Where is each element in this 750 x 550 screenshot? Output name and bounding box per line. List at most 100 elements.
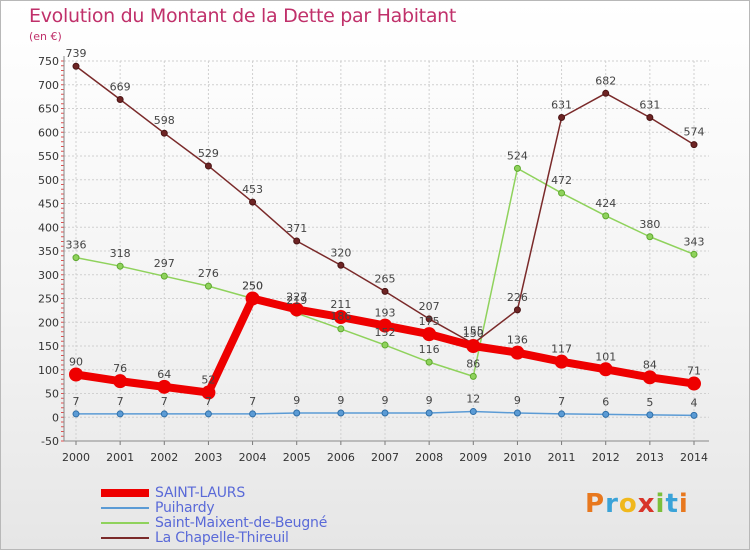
data-point xyxy=(337,409,345,417)
data-point xyxy=(116,262,124,270)
data-point xyxy=(646,411,654,419)
x-tick-label: 2004 xyxy=(239,451,267,464)
y-tick-label: 50 xyxy=(45,388,59,401)
data-label: 101 xyxy=(595,350,616,363)
y-tick-label: 450 xyxy=(38,198,59,211)
data-point xyxy=(598,362,613,377)
data-point xyxy=(513,409,521,417)
series-3 xyxy=(72,62,698,348)
x-tick-label: 2010 xyxy=(503,451,531,464)
series-0 xyxy=(69,291,701,400)
data-point xyxy=(381,409,389,417)
y-tick-label: 200 xyxy=(38,316,59,329)
logo-letter: t xyxy=(665,489,679,519)
data-label: 7 xyxy=(249,395,256,408)
data-label: 7 xyxy=(73,395,80,408)
data-point xyxy=(201,385,216,400)
data-label: 631 xyxy=(639,99,660,112)
data-label: 152 xyxy=(375,326,396,339)
data-point xyxy=(160,410,168,418)
data-point xyxy=(113,374,128,389)
x-tick-label: 2007 xyxy=(371,451,399,464)
x-tick-label: 2014 xyxy=(680,451,708,464)
data-label: 4 xyxy=(691,396,698,409)
data-label: 86 xyxy=(466,357,480,370)
data-point xyxy=(602,89,610,97)
data-label: 117 xyxy=(551,343,572,356)
data-point xyxy=(245,291,260,306)
logo-letter: i xyxy=(655,489,666,519)
data-point xyxy=(333,310,348,325)
data-label: 211 xyxy=(330,298,351,311)
data-point xyxy=(646,233,654,241)
series-1 xyxy=(72,408,698,419)
data-label: 472 xyxy=(551,174,572,187)
x-tick-label: 2009 xyxy=(459,451,487,464)
data-label: 76 xyxy=(113,362,127,375)
x-tick-label: 2008 xyxy=(415,451,443,464)
data-point xyxy=(690,411,698,419)
data-point xyxy=(337,261,345,269)
data-label: 574 xyxy=(684,126,705,139)
x-tick-label: 2013 xyxy=(636,451,664,464)
data-label: 6 xyxy=(602,395,609,408)
data-label: 7 xyxy=(205,395,212,408)
y-tick-label: 400 xyxy=(38,221,59,234)
data-point xyxy=(249,410,257,418)
x-tick-label: 2012 xyxy=(592,451,620,464)
data-label: 318 xyxy=(110,247,131,260)
data-label: 155 xyxy=(463,325,484,338)
data-label: 9 xyxy=(293,394,300,407)
y-tick-label: 500 xyxy=(38,174,59,187)
data-label: 226 xyxy=(507,291,528,304)
data-label: 453 xyxy=(242,183,263,196)
x-tick-label: 2005 xyxy=(283,451,311,464)
data-point xyxy=(422,327,437,342)
proxiti-logo: Proxiti xyxy=(585,489,689,519)
legend-label: Puihardy xyxy=(155,500,215,516)
data-label: 7 xyxy=(161,395,168,408)
data-label: 5 xyxy=(646,396,653,409)
data-point xyxy=(160,272,168,280)
data-label: 52 xyxy=(201,374,215,387)
data-label: 12 xyxy=(466,393,480,406)
data-point xyxy=(157,379,172,394)
data-label: 219 xyxy=(286,294,307,307)
logo-letter: i xyxy=(678,489,689,519)
data-label: 739 xyxy=(66,47,87,60)
data-point xyxy=(378,318,392,333)
data-point xyxy=(69,367,83,382)
data-label: 380 xyxy=(639,218,660,231)
data-point xyxy=(690,141,698,149)
data-point xyxy=(337,325,345,333)
legend-swatch xyxy=(101,489,149,497)
data-point xyxy=(558,114,566,122)
legend-swatch xyxy=(101,507,149,509)
legend-swatch xyxy=(101,522,149,524)
data-label: 276 xyxy=(198,267,219,280)
legend-label: SAINT-LAURS xyxy=(155,485,246,501)
data-label: 150 xyxy=(463,327,484,340)
data-point xyxy=(204,282,212,290)
data-label: 90 xyxy=(69,356,83,369)
x-tick-label: 2002 xyxy=(150,451,178,464)
data-point xyxy=(116,95,124,103)
y-tick-label: 550 xyxy=(38,150,59,163)
data-label: 682 xyxy=(595,74,616,87)
data-label: 207 xyxy=(419,300,440,313)
data-point xyxy=(116,410,124,418)
data-point xyxy=(687,376,701,391)
data-label: 524 xyxy=(507,149,528,162)
data-label: 265 xyxy=(375,272,396,285)
logo-letter: r xyxy=(605,489,619,519)
data-point xyxy=(204,410,212,418)
data-label: 84 xyxy=(643,358,657,371)
logo-letter: P xyxy=(585,489,606,519)
data-point xyxy=(510,345,525,360)
data-label: 7 xyxy=(558,395,565,408)
y-tick-label: -50 xyxy=(41,435,59,448)
data-label: 227 xyxy=(286,290,307,303)
